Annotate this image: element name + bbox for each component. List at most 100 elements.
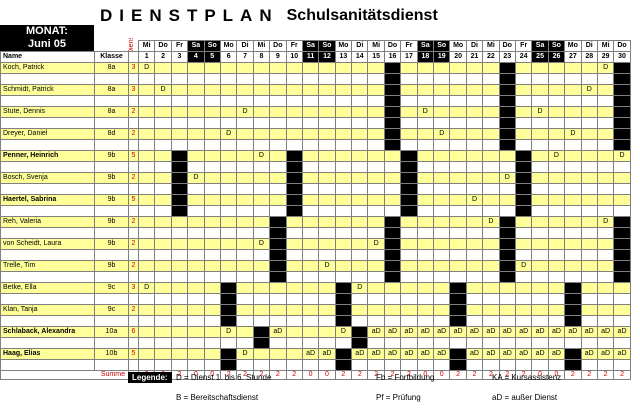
spacer-cell[interactable] xyxy=(94,95,129,107)
klasse-cell[interactable]: 8a xyxy=(94,62,129,74)
schedule-cell[interactable] xyxy=(170,84,189,96)
schedule-cell[interactable] xyxy=(416,216,435,228)
schedule-cell[interactable]: aD xyxy=(498,326,516,338)
spacer-cell[interactable] xyxy=(128,117,139,129)
schedule-cell[interactable] xyxy=(400,150,418,162)
day-cell[interactable]: 8 xyxy=(252,51,271,63)
spacer-cell[interactable] xyxy=(498,249,516,261)
spacer-cell[interactable] xyxy=(236,359,254,371)
schedule-cell[interactable] xyxy=(564,84,582,96)
spacer-cell[interactable] xyxy=(187,249,205,261)
spacer-cell[interactable] xyxy=(498,315,516,327)
schedule-cell[interactable] xyxy=(170,304,189,316)
spacer-cell[interactable] xyxy=(383,117,402,129)
spacer-cell[interactable] xyxy=(334,359,353,371)
schedule-cell[interactable] xyxy=(269,304,287,316)
schedule-cell[interactable] xyxy=(203,326,221,338)
spacer-cell[interactable] xyxy=(334,73,353,85)
spacer-cell[interactable] xyxy=(269,249,287,261)
spacer-cell[interactable] xyxy=(482,161,500,173)
schedule-cell[interactable] xyxy=(433,62,451,74)
spacer-cell[interactable] xyxy=(416,315,435,327)
spacer-cell[interactable] xyxy=(219,117,238,129)
spacer-cell[interactable] xyxy=(203,161,221,173)
spacer-cell[interactable] xyxy=(449,183,467,195)
schedule-cell[interactable] xyxy=(449,238,467,250)
spacer-cell[interactable] xyxy=(367,315,385,327)
spacer-cell[interactable] xyxy=(514,205,533,217)
schedule-cell[interactable] xyxy=(269,194,287,206)
weekday-cell[interactable]: Mo xyxy=(564,40,582,52)
schedule-cell[interactable] xyxy=(367,282,385,294)
spacer-cell[interactable] xyxy=(433,205,451,217)
spacer-cell[interactable] xyxy=(301,183,320,195)
schedule-cell[interactable] xyxy=(154,62,172,74)
spacer-cell[interactable] xyxy=(0,183,95,195)
schedule-cell[interactable]: aD xyxy=(514,326,533,338)
klasse-cell[interactable]: 9b xyxy=(94,216,129,228)
spacer-cell[interactable] xyxy=(564,249,582,261)
schedule-cell[interactable] xyxy=(400,128,418,140)
schedule-cell[interactable] xyxy=(285,348,303,360)
spacer-cell[interactable] xyxy=(514,293,533,305)
schedule-cell[interactable] xyxy=(301,282,320,294)
spacer-cell[interactable] xyxy=(137,271,156,283)
count-cell[interactable]: 5 xyxy=(128,194,139,206)
day-cell[interactable]: 2 xyxy=(154,51,172,63)
schedule-cell[interactable] xyxy=(433,304,451,316)
spacer-cell[interactable] xyxy=(318,227,336,239)
spacer-cell[interactable] xyxy=(351,183,369,195)
spacer-cell[interactable] xyxy=(269,95,287,107)
spacer-cell[interactable] xyxy=(580,359,598,371)
spacer-cell[interactable] xyxy=(596,73,615,85)
spacer-cell[interactable] xyxy=(128,359,139,371)
summe-cell[interactable]: 2 xyxy=(613,370,631,380)
spacer-cell[interactable] xyxy=(531,73,549,85)
schedule-cell[interactable]: aD xyxy=(498,348,516,360)
spacer-cell[interactable] xyxy=(514,139,533,151)
schedule-cell[interactable] xyxy=(531,304,549,316)
spacer-cell[interactable] xyxy=(170,95,189,107)
spacer-cell[interactable] xyxy=(203,271,221,283)
schedule-cell[interactable] xyxy=(433,172,451,184)
spacer-cell[interactable] xyxy=(94,337,129,349)
schedule-cell[interactable] xyxy=(613,84,631,96)
schedule-cell[interactable] xyxy=(203,260,221,272)
schedule-cell[interactable] xyxy=(269,84,287,96)
spacer-cell[interactable] xyxy=(154,117,172,129)
schedule-cell[interactable] xyxy=(219,348,238,360)
spacer-cell[interactable] xyxy=(154,161,172,173)
schedule-cell[interactable] xyxy=(187,304,205,316)
schedule-cell[interactable] xyxy=(170,348,189,360)
spacer-cell[interactable] xyxy=(416,117,435,129)
summe-cell[interactable]: 2 xyxy=(596,370,615,380)
day-cell[interactable]: 28 xyxy=(580,51,598,63)
spacer-cell[interactable] xyxy=(482,205,500,217)
schedule-cell[interactable] xyxy=(187,128,205,140)
spacer-cell[interactable] xyxy=(236,161,254,173)
schedule-cell[interactable]: aD xyxy=(351,348,369,360)
spacer-cell[interactable] xyxy=(219,337,238,349)
spacer-cell[interactable] xyxy=(170,293,189,305)
spacer-cell[interactable] xyxy=(154,337,172,349)
schedule-cell[interactable] xyxy=(580,260,598,272)
spacer-cell[interactable] xyxy=(137,205,156,217)
spacer-cell[interactable] xyxy=(564,293,582,305)
schedule-cell[interactable]: aD xyxy=(482,348,500,360)
schedule-cell[interactable] xyxy=(596,260,615,272)
spacer-cell[interactable] xyxy=(269,359,287,371)
spacer-cell[interactable] xyxy=(449,359,467,371)
spacer-cell[interactable] xyxy=(433,139,451,151)
spacer-cell[interactable] xyxy=(465,249,484,261)
schedule-cell[interactable] xyxy=(547,128,566,140)
spacer-cell[interactable] xyxy=(128,95,139,107)
spacer-cell[interactable] xyxy=(367,271,385,283)
day-cell[interactable]: 25 xyxy=(531,51,549,63)
spacer-cell[interactable] xyxy=(383,227,402,239)
spacer-cell[interactable] xyxy=(498,205,516,217)
schedule-cell[interactable] xyxy=(219,282,238,294)
schedule-cell[interactable] xyxy=(400,282,418,294)
count-cell[interactable]: 2 xyxy=(128,106,139,118)
spacer-cell[interactable] xyxy=(0,271,95,283)
spacer-cell[interactable] xyxy=(449,315,467,327)
